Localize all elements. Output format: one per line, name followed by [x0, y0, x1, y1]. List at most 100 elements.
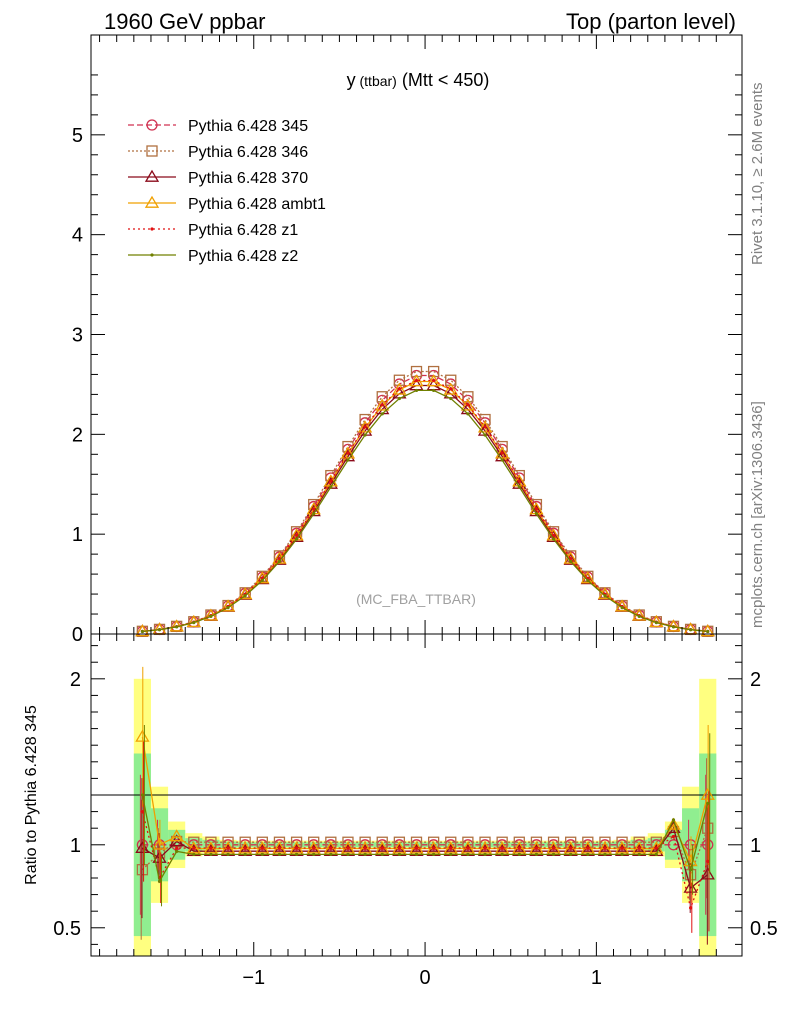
plot-title-rest: (Mtt < 450)	[397, 70, 490, 90]
legend-entry: Pythia 6.428 346	[128, 144, 308, 161]
data-point	[586, 578, 590, 583]
data-point	[346, 458, 350, 462]
data-point	[483, 425, 487, 429]
ratio-point	[551, 852, 556, 856]
data-point	[135, 624, 150, 637]
data-point	[517, 485, 521, 489]
data-point	[449, 387, 453, 391]
legend-marker	[150, 227, 154, 231]
ratio-point	[500, 852, 504, 856]
data-point	[637, 614, 641, 618]
ratio-point	[432, 846, 436, 850]
legend-label: Pythia 6.428 z1	[188, 222, 298, 239]
ratio-point	[312, 846, 316, 850]
data-point	[397, 396, 401, 401]
data-point	[357, 420, 373, 433]
ratio-point	[169, 829, 184, 842]
data-point	[426, 374, 441, 387]
legend-label: Pythia 6.428 370	[188, 170, 308, 187]
ratio-point	[226, 846, 230, 850]
ratio-point	[671, 818, 676, 822]
ratio-point	[175, 846, 179, 850]
data-point	[689, 628, 693, 632]
data-point	[363, 425, 367, 429]
data-point	[289, 529, 304, 543]
ratio-point	[534, 852, 539, 856]
legend-label: Pythia 6.428 345	[188, 118, 308, 135]
data-point	[460, 398, 476, 411]
series-line-pythia-6.428-346	[142, 370, 708, 632]
data-point	[140, 629, 144, 634]
data-point	[392, 382, 407, 395]
ratio-point	[329, 846, 333, 850]
x-tick-label: −1	[242, 967, 265, 989]
ratio-point	[654, 846, 658, 850]
data-point	[414, 378, 419, 383]
main-panel: 0 1 2 3 4 5 y (ttbar) (Mtt < 450) (MC_FBA_TTB…	[72, 34, 743, 646]
ratio-point	[209, 852, 213, 856]
ratio-point	[346, 846, 350, 850]
ratio-point	[432, 852, 436, 856]
data-point	[477, 420, 493, 433]
legend-entry: Pythia 6.428 370	[128, 169, 308, 187]
ratio-point	[414, 852, 419, 856]
data-point	[534, 507, 539, 511]
data-point	[551, 537, 556, 541]
data-point	[529, 504, 544, 517]
data-point	[546, 529, 561, 543]
ratio-line-pythia-6.428-z2	[141, 794, 709, 884]
ratio-point	[666, 817, 681, 830]
main-curves	[135, 365, 715, 637]
data-point	[329, 485, 333, 489]
series-line-pythia-6.428-z1	[142, 379, 708, 633]
data-point	[462, 391, 474, 403]
data-point	[706, 629, 710, 634]
ratio-point	[260, 846, 264, 850]
header-process: Top (parton level)	[566, 9, 736, 34]
ratio-point	[329, 852, 333, 856]
ratio-point	[192, 846, 196, 850]
ratio-point	[689, 868, 693, 872]
main-y-tick-label: 5	[72, 125, 83, 147]
legend-marker	[146, 119, 158, 131]
main-y-tick-label: 0	[72, 624, 83, 646]
main-axes: 0 1 2 3 4 5	[72, 35, 742, 646]
ratio-y-tick-label: 0.5	[53, 918, 81, 940]
legend-marker	[146, 145, 158, 157]
ratio-line-pythia-6.428-z1	[141, 811, 709, 911]
legend-marker	[150, 253, 154, 257]
data-point	[483, 433, 487, 437]
data-point	[449, 396, 453, 401]
data-point	[569, 559, 573, 564]
data-point	[192, 621, 196, 625]
ratio-point	[449, 846, 453, 850]
data-point	[260, 578, 264, 583]
ratio-point	[706, 801, 710, 805]
legend-marker	[144, 195, 160, 208]
ratio-point	[603, 852, 607, 856]
legend-label: Pythia 6.428 346	[188, 144, 308, 161]
ratio-point	[260, 852, 264, 856]
ratio-point	[157, 879, 162, 883]
ratio-point	[277, 846, 282, 850]
data-point	[466, 403, 470, 407]
data-point	[243, 594, 247, 598]
ratio-point	[466, 846, 470, 850]
data-point	[620, 606, 624, 610]
plot-title: y (ttbar) (Mtt < 450)	[347, 70, 490, 90]
data-point	[500, 451, 504, 455]
data-point	[363, 433, 367, 437]
data-point	[380, 403, 384, 407]
ratio-point	[483, 846, 487, 850]
ratio-point	[140, 793, 144, 797]
data-point	[294, 537, 299, 541]
ratio-point	[243, 852, 247, 856]
ratio-point	[243, 846, 247, 850]
data-point	[393, 374, 406, 386]
ratio-point	[483, 852, 487, 856]
ratio-point	[414, 846, 419, 850]
legend-entry: Pythia 6.428 z1	[128, 222, 298, 239]
data-point	[340, 446, 356, 459]
data-point	[671, 625, 676, 629]
